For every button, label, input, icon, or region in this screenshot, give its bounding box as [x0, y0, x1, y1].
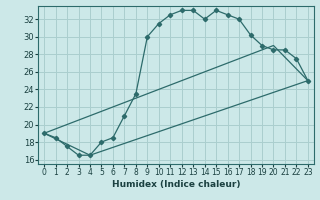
X-axis label: Humidex (Indice chaleur): Humidex (Indice chaleur): [112, 180, 240, 189]
